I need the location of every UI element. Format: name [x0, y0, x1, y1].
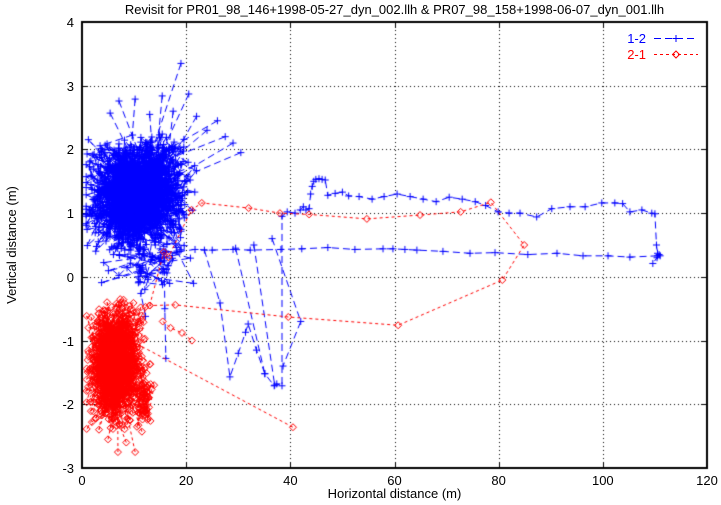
y-tick-label: 2: [66, 142, 74, 158]
chart-title: Revisit for PR01_98_146+1998-05-27_dyn_0…: [124, 2, 665, 17]
x-tick-label: 60: [387, 473, 402, 488]
legend: 1-2 2-1: [627, 31, 699, 62]
plus-line-sample-icon: [654, 35, 698, 42]
y-tick-label: 1: [66, 206, 74, 222]
legend-item: 2-1: [627, 47, 699, 62]
y-tick-label: -3: [62, 461, 74, 476]
y-tick-label: 0: [66, 269, 74, 285]
x-axis-label: Horizontal distance (m): [327, 486, 462, 501]
x-tick-label: 20: [178, 473, 194, 488]
legend-label: 2-1: [627, 47, 646, 62]
legend-label: 1-2: [627, 31, 646, 46]
y-tick-label: 4: [66, 15, 74, 30]
y-tick-label: 3: [66, 78, 74, 94]
x-tick-label: 100: [591, 473, 614, 488]
diamond-line-sample-icon: [654, 50, 698, 59]
x-tick-label: 80: [491, 473, 506, 488]
y-tick-label: -1: [62, 333, 74, 349]
y-axis-label: Vertical distance (m): [4, 186, 19, 304]
x-tick-label: 0: [78, 473, 86, 488]
y-tick-label: -2: [62, 397, 74, 413]
x-tick-label: 120: [696, 473, 718, 488]
legend-item: 1-2: [627, 31, 699, 46]
x-tick-label: 40: [283, 473, 298, 488]
